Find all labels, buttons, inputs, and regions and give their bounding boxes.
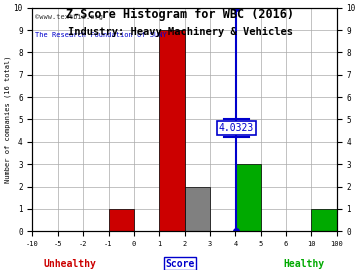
Text: Z-Score Histogram for WBC (2016): Z-Score Histogram for WBC (2016)	[66, 8, 294, 21]
Bar	[108, 209, 134, 231]
Bar	[159, 30, 185, 231]
Text: Score: Score	[165, 259, 195, 269]
Y-axis label: Number of companies (16 total): Number of companies (16 total)	[4, 56, 11, 183]
Text: Industry: Heavy Machinery & Vehicles: Industry: Heavy Machinery & Vehicles	[68, 27, 292, 37]
Text: 4.0323: 4.0323	[219, 123, 254, 133]
Bar	[185, 187, 210, 231]
Text: Unhealthy: Unhealthy	[43, 259, 96, 269]
Text: The Research Foundation of SUNY: The Research Foundation of SUNY	[36, 32, 167, 38]
Text: ©www.textbiz.org: ©www.textbiz.org	[36, 14, 103, 20]
Bar	[311, 209, 337, 231]
Text: Healthy: Healthy	[283, 259, 324, 269]
Bar	[235, 164, 261, 231]
